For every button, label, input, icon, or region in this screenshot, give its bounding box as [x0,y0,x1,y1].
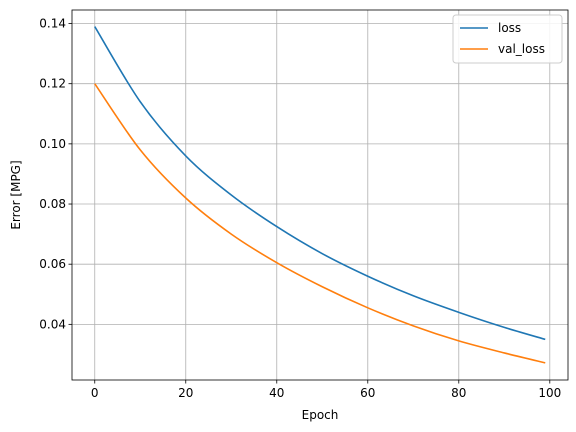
x-tick-label: 20 [178,386,193,400]
y-tick-label: 0.10 [39,137,66,151]
x-tick-label: 40 [269,386,284,400]
x-tick-label: 0 [91,386,99,400]
y-tick-label: 0.08 [39,197,66,211]
series-line-loss [94,26,546,341]
plot-frame [71,9,569,381]
x-tick-label: 80 [451,386,466,400]
y-tick-label: 0.04 [39,317,66,331]
legend-box [452,14,563,64]
series-lines [94,26,546,364]
legend-label-loss: loss [498,21,521,35]
x-tick-label: 100 [538,386,561,400]
y-tick-label: 0.14 [39,17,66,31]
x-axis-label: Epoch [302,408,339,422]
x-tick-label: 60 [360,386,375,400]
legend-label-val-loss: val_loss [498,42,545,56]
legend: loss val_loss [452,14,563,64]
grid [72,10,568,380]
series-line-val-loss [94,83,546,364]
y-tick-label: 0.12 [39,77,66,91]
y-tick-label: 0.06 [39,257,66,271]
axis-ticks: 0 20 40 60 80 100 0.04 0.06 0.08 0.10 0.12 0.14 [39,17,561,400]
y-axis-label: Error [MPG] [9,160,23,229]
